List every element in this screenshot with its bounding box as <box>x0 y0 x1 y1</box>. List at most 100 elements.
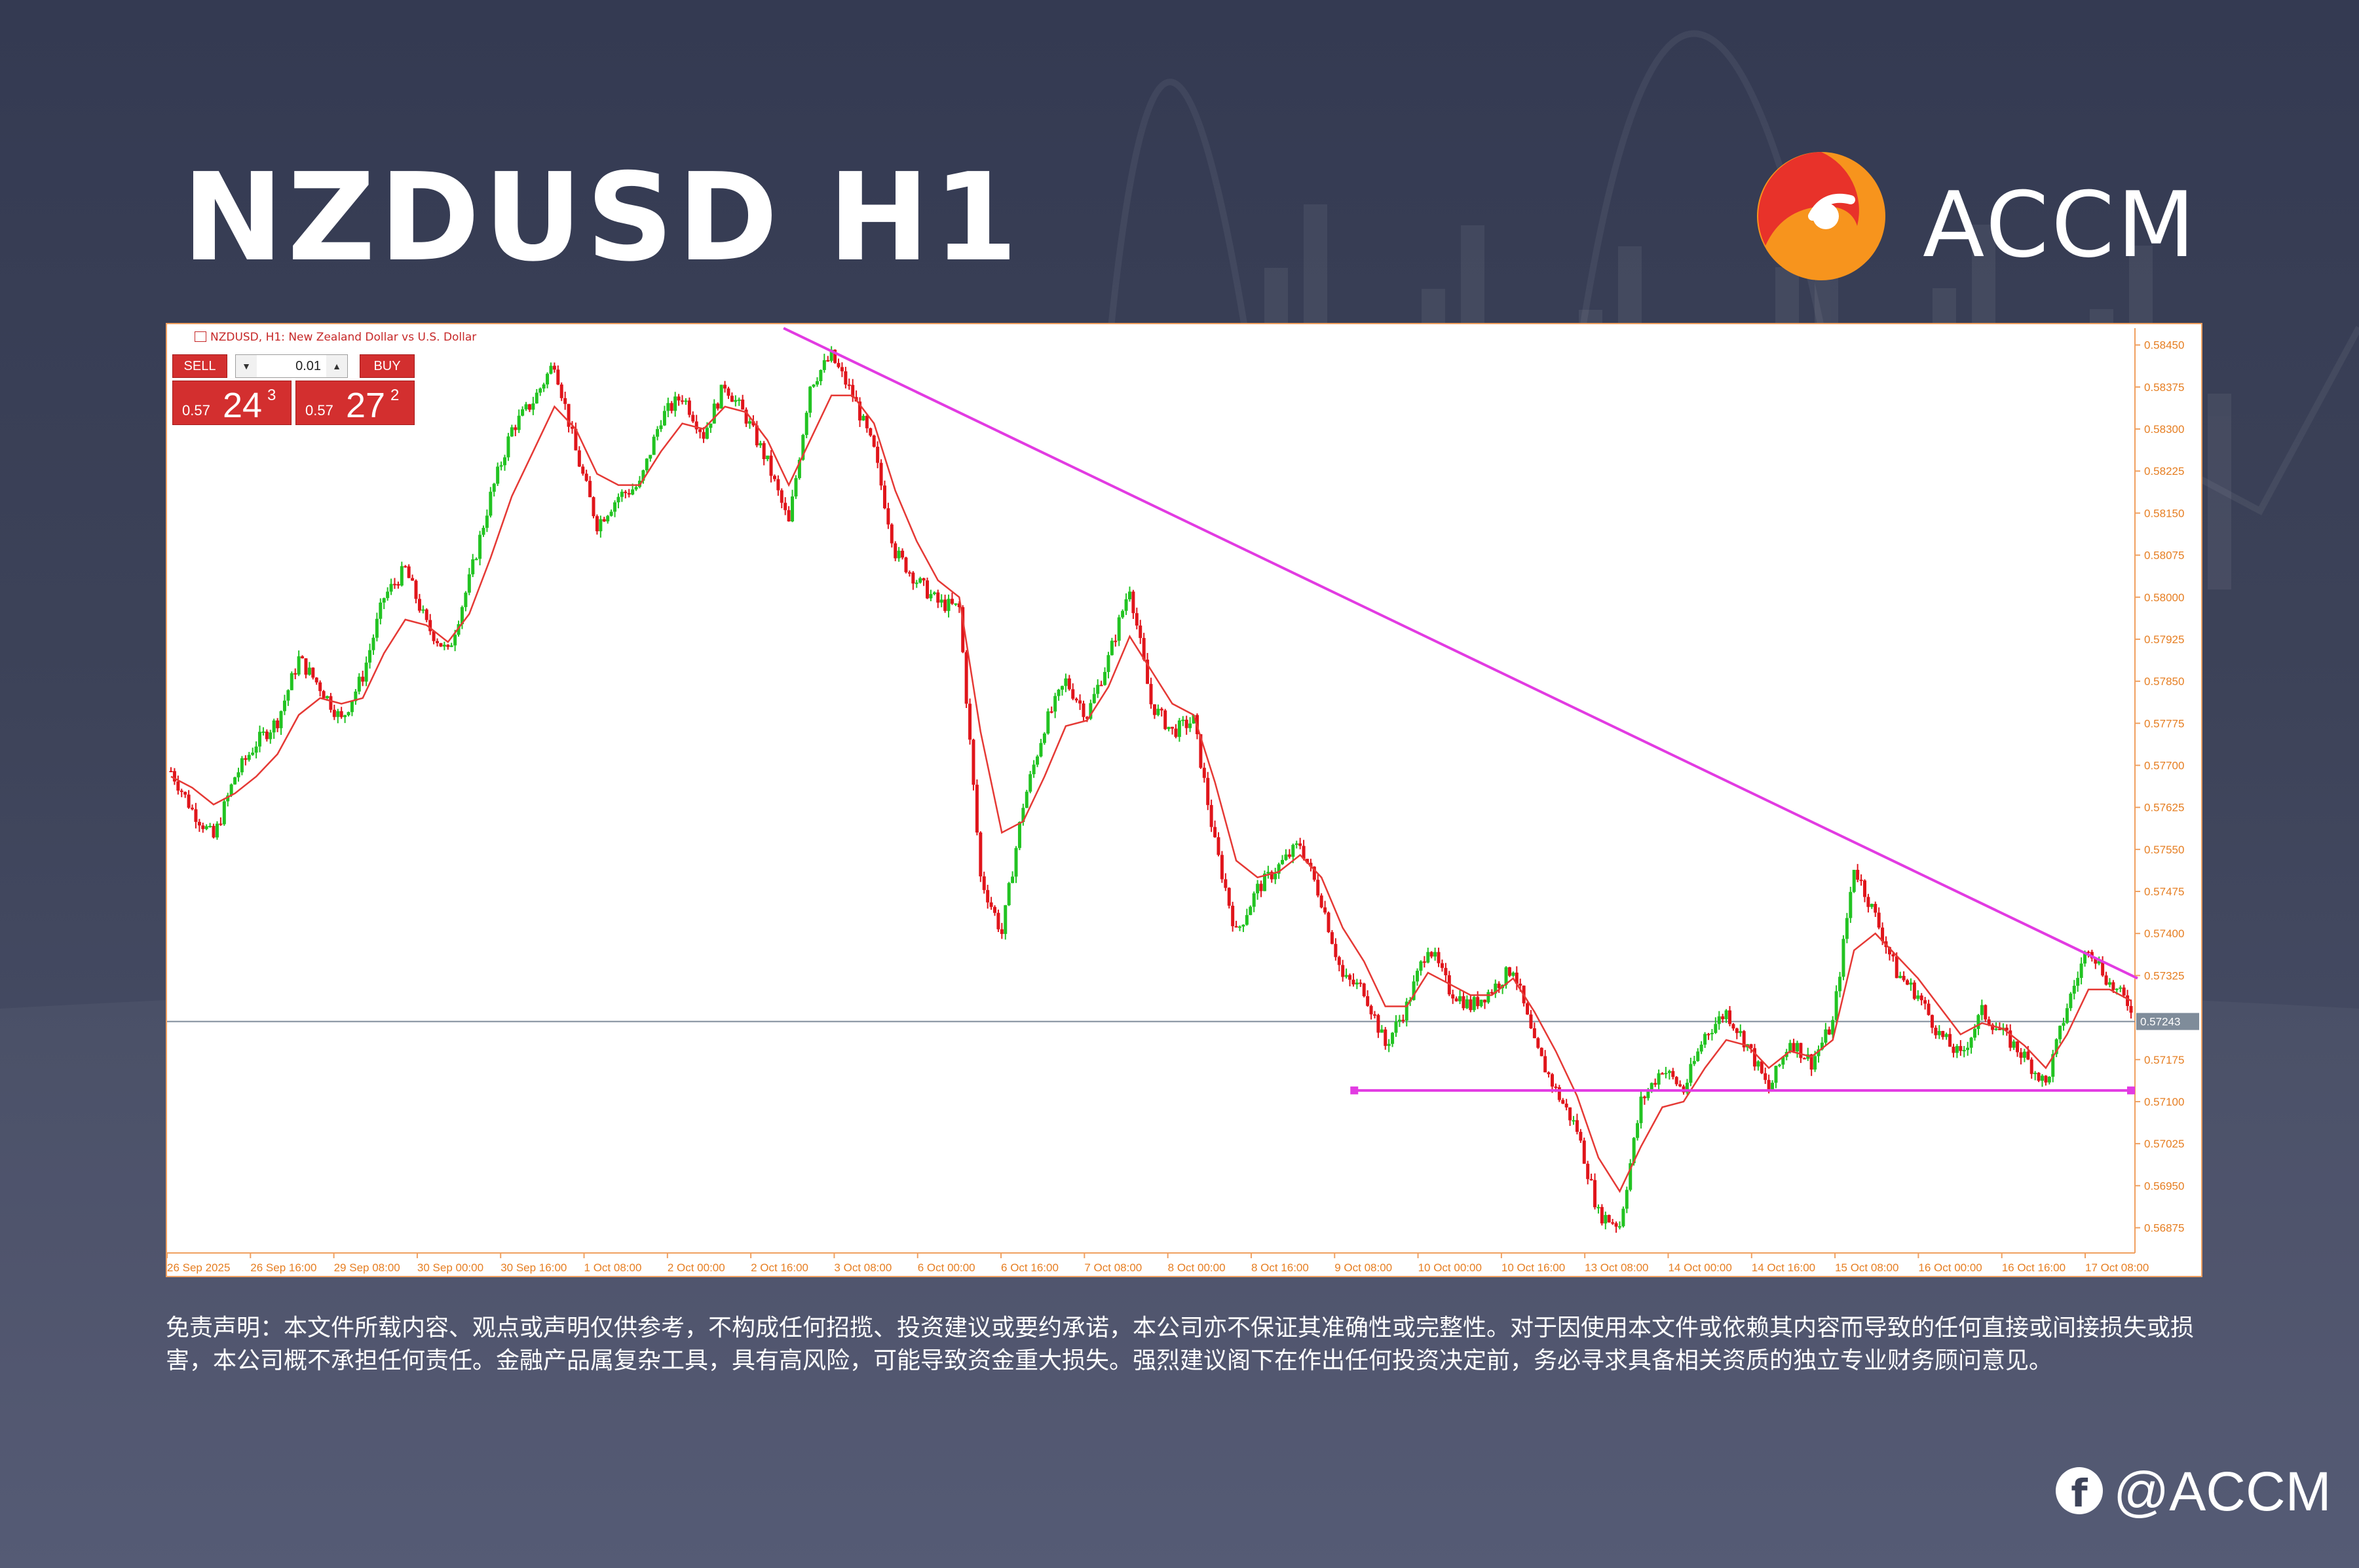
candle-body <box>616 496 620 502</box>
sell-price-box[interactable]: 0.57 24 3 <box>172 381 292 425</box>
candle-body <box>197 821 201 826</box>
candle-body <box>1870 904 1874 907</box>
candle <box>2101 956 2105 977</box>
candle <box>1127 586 1131 602</box>
candle <box>400 561 404 587</box>
candle <box>368 643 372 669</box>
candle-body <box>474 559 478 561</box>
candle-body <box>1287 854 1291 857</box>
candle <box>471 553 475 578</box>
candle <box>915 580 918 588</box>
candle-body <box>1621 1208 1625 1227</box>
candle-body <box>1202 768 1206 778</box>
candle <box>1483 999 1487 1009</box>
candle-body <box>801 435 805 460</box>
candle-body <box>1217 837 1220 855</box>
lot-increase-icon[interactable]: ▲ <box>326 355 347 377</box>
candle <box>1969 1037 1973 1054</box>
candle-body <box>1657 1073 1661 1085</box>
candle <box>414 579 418 604</box>
candle-body <box>1337 957 1341 965</box>
candle-body <box>265 731 269 739</box>
candle <box>694 415 698 434</box>
candle <box>417 593 421 613</box>
candle <box>396 581 400 589</box>
candle <box>1029 771 1032 794</box>
candle <box>322 690 326 698</box>
price-chart[interactable]: 0.58450 0.58375 0.58300 0.58225 0.58150 0.580… <box>166 323 2202 1277</box>
candle <box>649 455 652 462</box>
buy-price-box[interactable]: 0.57 27 2 <box>295 381 415 425</box>
candle <box>2104 971 2108 986</box>
candle <box>1817 1045 1821 1063</box>
candle <box>1074 697 1078 703</box>
candle <box>932 591 936 595</box>
candle <box>719 384 723 409</box>
candle <box>1557 1085 1561 1102</box>
candle-body <box>404 566 407 568</box>
candle <box>1419 960 1423 976</box>
facebook-icon: f <box>2056 1467 2103 1516</box>
candle <box>681 395 685 405</box>
candle-body <box>1646 1091 1650 1098</box>
candle <box>698 428 702 439</box>
candle-body <box>1281 859 1285 865</box>
candle-body <box>1380 1029 1384 1033</box>
candle <box>1227 887 1231 909</box>
candle <box>1405 998 1408 1027</box>
candle <box>1629 1159 1632 1192</box>
candle <box>2019 1048 2023 1065</box>
candle-body <box>485 515 489 528</box>
candle-body <box>1429 952 1433 957</box>
candle <box>1724 1009 1728 1023</box>
candle <box>1060 685 1064 696</box>
candle <box>840 362 844 377</box>
candle <box>666 398 670 417</box>
candle-body <box>957 603 961 607</box>
candle <box>521 406 525 417</box>
candle-body <box>1312 867 1316 880</box>
candle <box>407 564 411 578</box>
candle <box>226 793 230 807</box>
buy-button[interactable]: BUY <box>360 354 415 378</box>
lot-size-input[interactable]: ▼ 0.01 ▲ <box>235 354 348 378</box>
candle-body <box>762 443 766 459</box>
candle <box>1543 1050 1547 1073</box>
candle <box>1536 1037 1540 1049</box>
sell-button[interactable]: SELL <box>172 354 227 378</box>
candle <box>1262 870 1266 891</box>
candle-body <box>1060 686 1064 690</box>
candle <box>1249 905 1253 916</box>
candle <box>1898 971 1902 979</box>
candle <box>1167 726 1171 732</box>
candle <box>1937 1025 1941 1039</box>
candle-body <box>1941 1031 1945 1037</box>
candle-body <box>368 650 372 663</box>
candle-body <box>1021 808 1025 823</box>
candle <box>882 480 886 510</box>
candle <box>215 821 219 840</box>
lot-decrease-icon[interactable]: ▼ <box>236 355 257 377</box>
candle-body <box>1011 876 1015 884</box>
candle-body <box>2107 982 2111 985</box>
candle <box>1777 1064 1781 1068</box>
candle-body <box>879 462 883 486</box>
candle-body <box>1298 843 1302 846</box>
candle-body <box>542 384 546 389</box>
candle-body <box>329 696 333 710</box>
candle-body <box>1156 709 1160 715</box>
chart-canvas[interactable]: 0.58450 0.58375 0.58300 0.58225 0.58150 0.580… <box>166 323 2202 1277</box>
candle <box>1515 966 1519 990</box>
candle-body <box>926 580 930 599</box>
candle <box>1877 907 1881 929</box>
candle <box>1366 990 1370 1007</box>
candle-body <box>1327 912 1330 933</box>
candle <box>1703 1032 1707 1048</box>
candle-body <box>932 592 936 595</box>
candle-body <box>833 349 837 364</box>
candle-body <box>478 534 482 559</box>
candle-body <box>1231 905 1235 927</box>
candle <box>656 426 660 441</box>
candle <box>1000 923 1004 939</box>
candle-body <box>538 388 542 393</box>
